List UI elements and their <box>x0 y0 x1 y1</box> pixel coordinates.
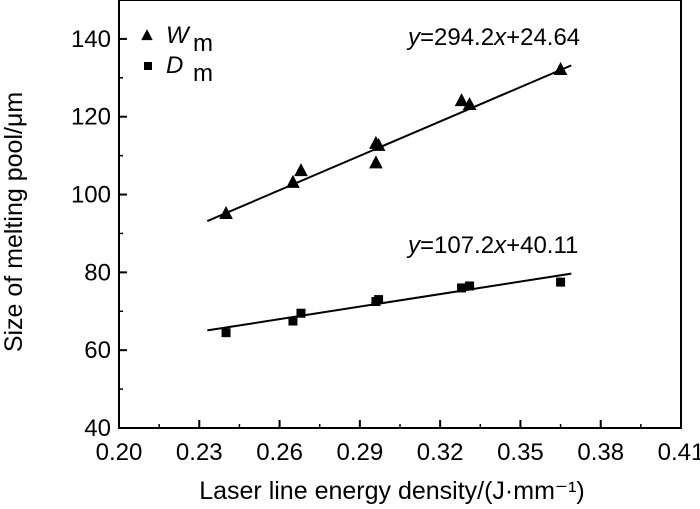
dm-legend-subscript: m <box>193 60 213 87</box>
wm-legend-subscript: m <box>193 30 213 57</box>
wm-legend-marker <box>141 29 153 41</box>
wm-point <box>371 137 386 151</box>
wm-fit-line <box>206 64 572 222</box>
wm-point <box>553 61 568 75</box>
dm-fit-equation: y=107.2x+40.11 <box>406 232 578 259</box>
x-tick-label: 0.20 <box>96 439 143 466</box>
dm-point <box>556 277 566 287</box>
x-tick-label: 0.41 <box>658 439 700 466</box>
dm-point <box>465 281 475 291</box>
data-points <box>219 61 568 338</box>
wm-point <box>219 205 233 219</box>
x-tick-label: 0.29 <box>336 439 383 466</box>
dm-fit-line <box>207 272 572 332</box>
dm-point <box>221 328 231 338</box>
fit-equations: y=294.2x+24.64 y=107.2x+40.11 <box>406 24 580 259</box>
x-tick-label: 0.26 <box>256 439 303 466</box>
dm-point <box>457 283 467 293</box>
y-tick-label: 120 <box>71 104 111 131</box>
y-tick-label: 40 <box>84 415 111 442</box>
y-tick-label: 100 <box>71 182 111 209</box>
x-tick-label: 0.23 <box>176 439 223 466</box>
dm-legend-label: D <box>166 52 183 79</box>
x-tick-label: 0.38 <box>577 439 624 466</box>
wm-point <box>286 174 300 188</box>
dm-legend-marker <box>144 62 152 70</box>
x-axis-label: Laser line energy density/(J·mm⁻¹) <box>199 477 585 505</box>
x-tick-label: 0.35 <box>497 439 544 466</box>
y-tick-label: 60 <box>84 337 111 364</box>
wm-point <box>454 93 469 107</box>
y-axis-label: Size of melting pool/μm <box>0 92 28 352</box>
wm-point <box>294 163 308 177</box>
y-tick-label: 140 <box>71 26 111 53</box>
wm-legend-label: W <box>166 22 191 49</box>
dm-point <box>296 308 306 318</box>
wm-fit-equation: y=294.2x+24.64 <box>406 24 580 51</box>
y-tick-label: 80 <box>84 259 111 286</box>
wm-point <box>462 96 477 110</box>
dm-point <box>374 295 384 305</box>
axis-ticks: 0.20 0.23 0.26 0.29 0.32 0.35 0.38 0.41 40 60 80 10… <box>71 26 700 466</box>
x-tick-label: 0.32 <box>417 439 464 466</box>
wm-point <box>369 155 383 169</box>
fit-lines <box>206 64 572 332</box>
dm-point <box>288 316 298 326</box>
